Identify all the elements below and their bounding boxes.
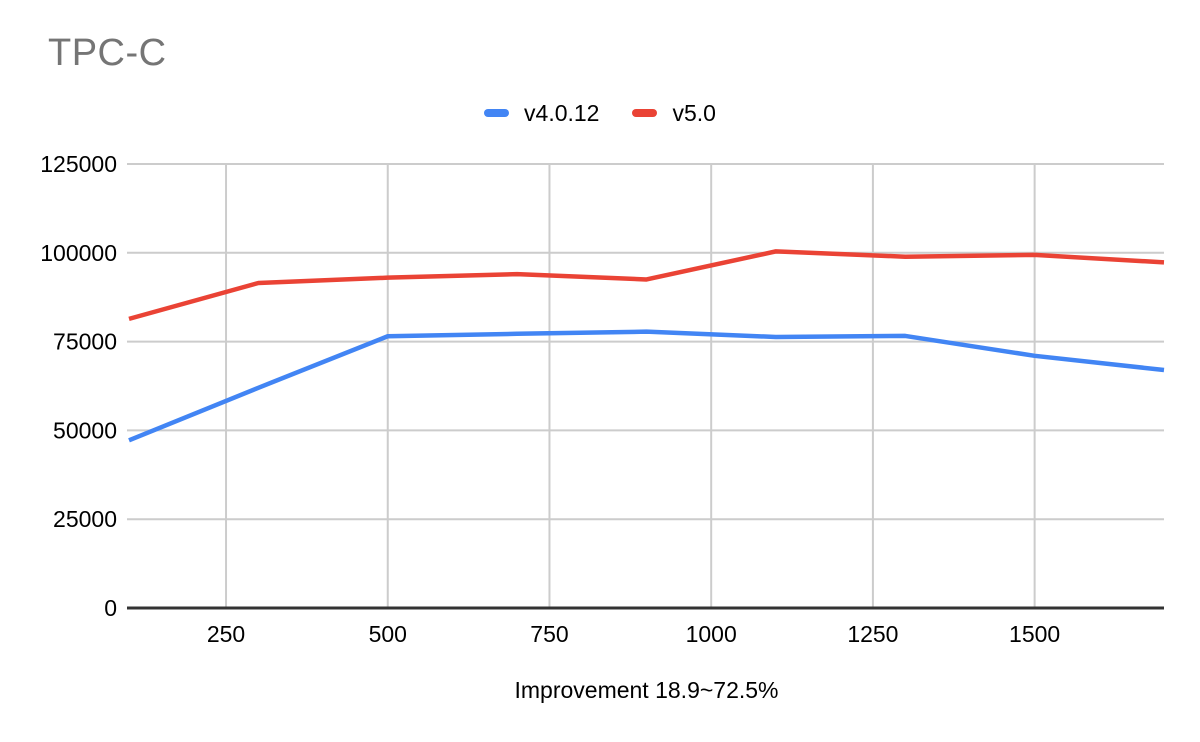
chart-title: TPC-C: [48, 32, 167, 74]
legend-label-v4012: v4.0.12: [524, 99, 600, 126]
legend-item-v4012: v4.0.12: [484, 99, 600, 126]
legend-swatch-v4012-icon: [484, 109, 510, 117]
legend: v4.0.12 v5.0: [0, 100, 1200, 126]
x-tick-label: 250: [207, 621, 245, 647]
legend-item-v50: v5.0: [632, 99, 716, 126]
y-tick-label: 0: [104, 595, 117, 621]
y-tick-label: 25000: [53, 506, 117, 532]
y-tick-label: 100000: [40, 240, 117, 266]
x-tick-label: 1500: [1009, 621, 1060, 647]
series-line-v4.0.12: [128, 329, 1165, 443]
x-axis-title: Improvement 18.9~72.5%: [514, 677, 779, 703]
x-tick-label: 1000: [686, 621, 737, 647]
legend-swatch-v50-icon: [632, 109, 658, 117]
x-tick-label: 750: [530, 621, 568, 647]
x-tick-label: 500: [369, 621, 407, 647]
legend-label-v50: v5.0: [672, 99, 716, 126]
x-tick-label: 1250: [847, 621, 898, 647]
y-tick-label: 125000: [40, 151, 117, 177]
y-tick-label: 75000: [53, 329, 117, 355]
y-tick-label: 50000: [53, 417, 117, 443]
series-line-v5.0: [128, 249, 1165, 322]
